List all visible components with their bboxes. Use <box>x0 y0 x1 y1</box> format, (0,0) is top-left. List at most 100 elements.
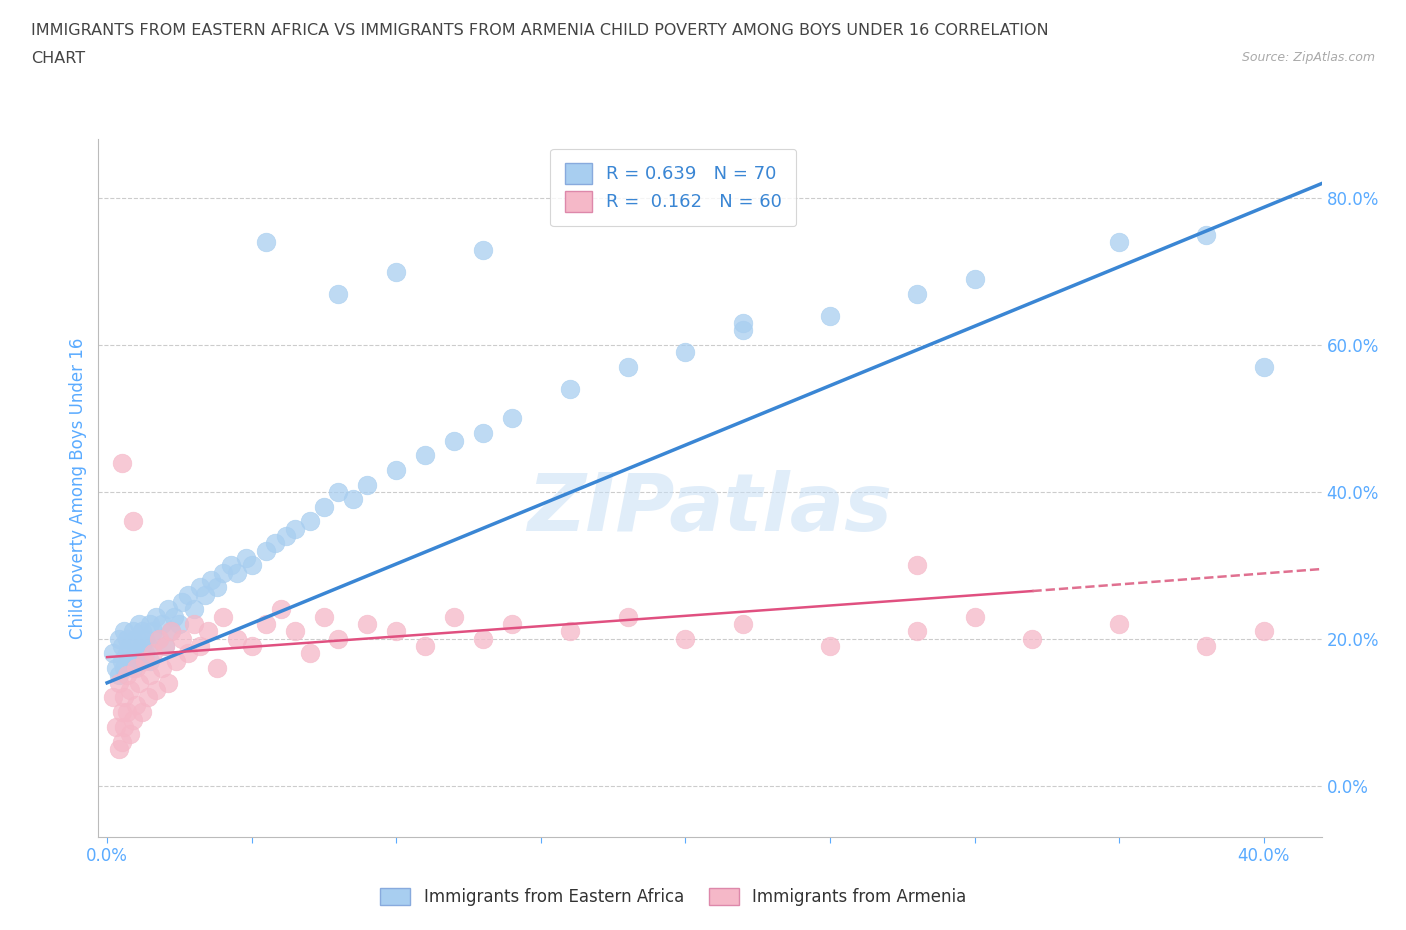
Point <box>240 558 263 573</box>
Point <box>148 631 170 646</box>
Text: CHART: CHART <box>31 51 84 66</box>
Point <box>312 609 335 624</box>
Point <box>136 690 159 705</box>
Point <box>166 654 188 669</box>
Point <box>139 654 162 669</box>
Point <box>385 264 408 279</box>
Point <box>1108 235 1130 250</box>
Point <box>501 617 523 631</box>
Point <box>148 631 170 646</box>
Point <box>131 624 153 639</box>
Point <box>145 683 167 698</box>
Point <box>558 624 581 639</box>
Point <box>110 455 132 470</box>
Point <box>1253 360 1275 375</box>
Point <box>905 286 928 301</box>
Point <box>263 536 285 551</box>
Point <box>413 639 436 654</box>
Point <box>172 594 194 609</box>
Point <box>963 272 986 286</box>
Point <box>328 631 350 646</box>
Point <box>183 602 205 617</box>
Point <box>101 690 124 705</box>
Point <box>205 580 228 595</box>
Point <box>443 433 465 448</box>
Point <box>197 624 219 639</box>
Point <box>120 726 142 741</box>
Point <box>139 668 162 683</box>
Point <box>159 624 181 639</box>
Point <box>818 639 841 654</box>
Point <box>188 639 211 654</box>
Point <box>905 558 928 573</box>
Point <box>172 631 194 646</box>
Point <box>1195 639 1218 654</box>
Point <box>194 587 217 602</box>
Point <box>254 543 277 558</box>
Point <box>125 660 148 675</box>
Point <box>205 660 228 675</box>
Point <box>312 499 335 514</box>
Point <box>254 235 277 250</box>
Point <box>114 624 136 639</box>
Point <box>169 617 191 631</box>
Point <box>558 381 581 396</box>
Point <box>284 624 307 639</box>
Point <box>150 617 173 631</box>
Point <box>177 587 200 602</box>
Point <box>733 323 755 338</box>
Point <box>1021 631 1043 646</box>
Point <box>1253 624 1275 639</box>
Point <box>159 624 181 639</box>
Point <box>235 551 257 565</box>
Text: IMMIGRANTS FROM EASTERN AFRICA VS IMMIGRANTS FROM ARMENIA CHILD POVERTY AMONG BO: IMMIGRANTS FROM EASTERN AFRICA VS IMMIGR… <box>31 23 1049 38</box>
Point <box>298 514 321 529</box>
Point <box>328 286 350 301</box>
Point <box>153 639 176 654</box>
Point <box>211 609 233 624</box>
Text: ZIPatlas: ZIPatlas <box>527 471 893 548</box>
Point <box>183 617 205 631</box>
Point <box>114 660 136 675</box>
Point <box>117 646 139 661</box>
Point <box>107 631 129 646</box>
Point <box>616 609 638 624</box>
Point <box>284 521 307 536</box>
Point <box>122 660 145 675</box>
Point <box>270 602 292 617</box>
Point <box>733 315 755 330</box>
Point <box>675 631 697 646</box>
Point <box>443 609 465 624</box>
Point <box>200 573 222 588</box>
Point <box>298 646 321 661</box>
Point <box>385 462 408 477</box>
Point <box>139 617 162 631</box>
Point <box>120 654 142 669</box>
Point <box>733 617 755 631</box>
Point <box>156 675 179 690</box>
Point <box>104 720 127 735</box>
Point <box>226 565 249 580</box>
Point <box>413 447 436 462</box>
Point <box>240 639 263 654</box>
Point <box>276 528 298 543</box>
Point <box>122 624 145 639</box>
Point <box>142 646 165 661</box>
Point <box>254 617 277 631</box>
Point <box>134 654 156 669</box>
Point <box>162 609 184 624</box>
Point <box>117 668 139 683</box>
Point <box>110 705 132 720</box>
Point <box>131 705 153 720</box>
Y-axis label: Child Poverty Among Boys Under 16: Child Poverty Among Boys Under 16 <box>69 338 87 639</box>
Point <box>134 646 156 661</box>
Point <box>675 345 697 360</box>
Point <box>120 683 142 698</box>
Point <box>134 631 156 646</box>
Point <box>472 242 495 257</box>
Point <box>153 639 176 654</box>
Point <box>963 609 986 624</box>
Point <box>150 660 173 675</box>
Point <box>501 411 523 426</box>
Point <box>1108 617 1130 631</box>
